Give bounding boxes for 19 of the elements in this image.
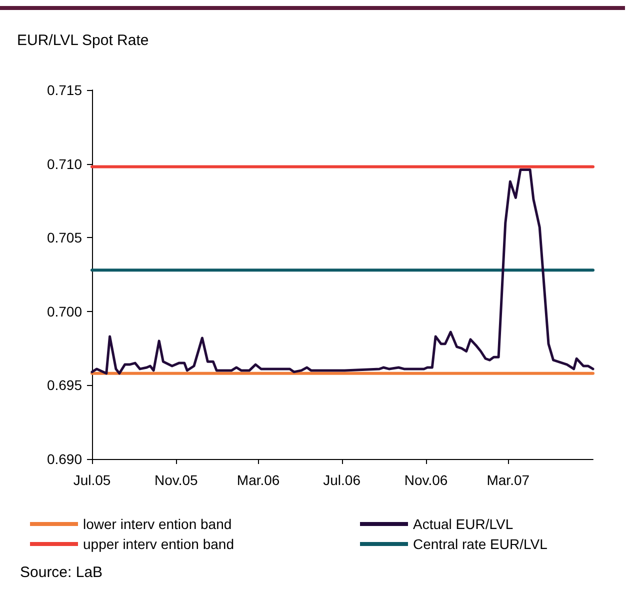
legend-label: lower interv ention band xyxy=(83,516,232,532)
legend-label: upper interv ention band xyxy=(83,536,234,552)
y-tick-label: 0.700 xyxy=(46,303,82,320)
x-tick-label: Nov.05 xyxy=(154,472,198,488)
x-tick-label: Mar.07 xyxy=(486,472,530,488)
line-series xyxy=(90,168,594,375)
x-tick-label: Nov.06 xyxy=(404,472,448,488)
x-tick-label: Jul.05 xyxy=(73,472,111,488)
source-note: Source: LaB xyxy=(20,564,103,581)
y-tick-label: 0.705 xyxy=(46,230,82,246)
x-tick-label: Mar.06 xyxy=(236,472,280,488)
chart-title: EUR/LVL Spot Rate xyxy=(17,32,149,49)
y-tick-label: 0.690 xyxy=(46,451,82,467)
y-tick-label: 0.695 xyxy=(46,377,82,394)
legend-label: Actual EUR/LVL xyxy=(413,516,514,532)
y-tick-label: 0.715 xyxy=(46,82,82,98)
legend-label: Central rate EUR/LVL xyxy=(413,536,548,552)
x-tick-label: Jul.06 xyxy=(323,472,361,488)
y-tick-label: 0.710 xyxy=(46,156,82,172)
